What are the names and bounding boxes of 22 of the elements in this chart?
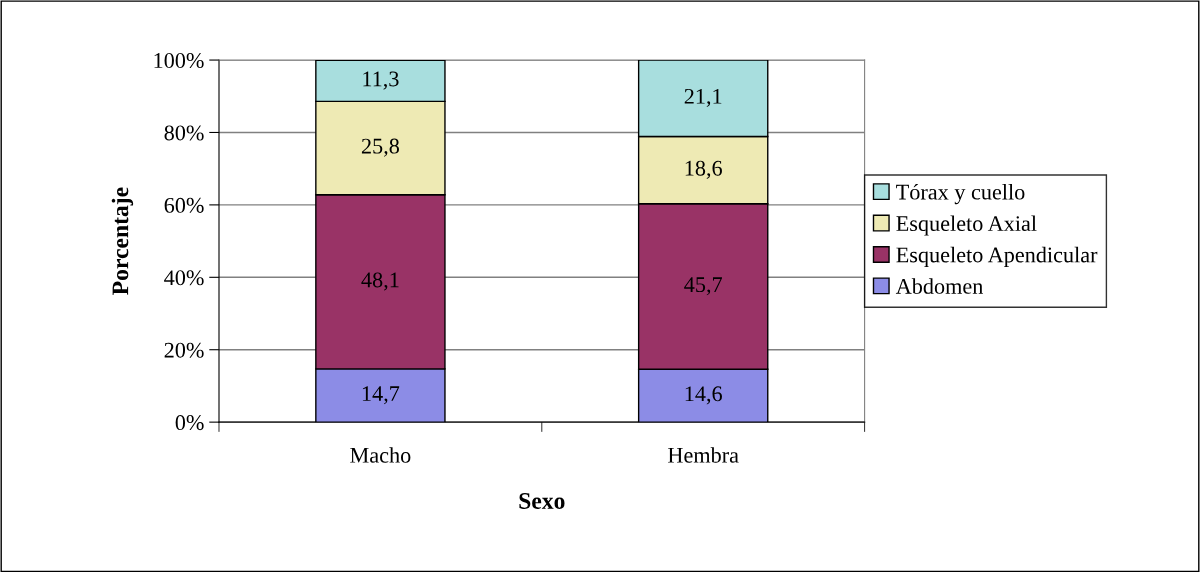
y-tick-label: 60% bbox=[164, 197, 204, 213]
x-tick-label: Macho bbox=[350, 447, 411, 463]
legend-label: Tórax y cuello bbox=[896, 183, 1025, 205]
data-label: 25,8 bbox=[361, 138, 399, 157]
y-tick-label: 100% bbox=[154, 52, 204, 69]
x-tick-label: Hembra bbox=[668, 447, 739, 463]
data-label: 11,3 bbox=[363, 71, 399, 90]
y-tick-label: 0% bbox=[175, 415, 204, 431]
data-label: 48,1 bbox=[361, 272, 399, 291]
y-tick-label: 80% bbox=[164, 125, 204, 141]
data-label: 45,7 bbox=[684, 277, 723, 296]
data-label: 18,6 bbox=[685, 160, 722, 179]
y-axis-title: Porcentaje bbox=[111, 187, 134, 295]
y-tick-label: 40% bbox=[164, 270, 204, 286]
data-label: 14,6 bbox=[685, 386, 722, 405]
legend-label: Esqueleto Axial bbox=[896, 215, 1037, 236]
legend-label: Esqueleto Apendicular bbox=[896, 246, 1098, 267]
x-axis-title: Sexo bbox=[519, 493, 565, 509]
y-tick-label: 20% bbox=[164, 342, 204, 358]
legend-label: Abdomen bbox=[895, 278, 984, 294]
data-label: 21,1 bbox=[684, 88, 722, 108]
data-label: 14,7 bbox=[362, 386, 400, 405]
